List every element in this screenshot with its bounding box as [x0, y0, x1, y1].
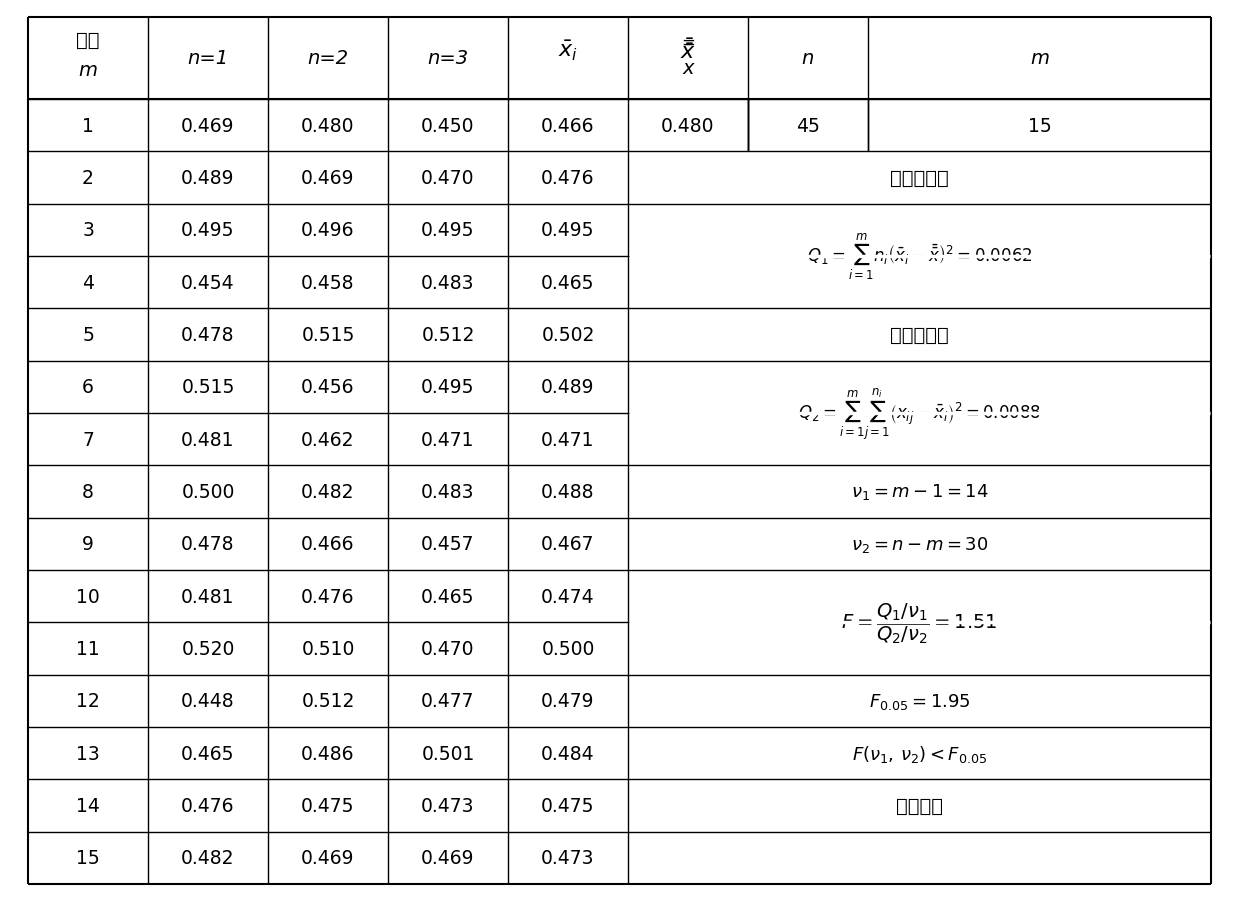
Text: 0.480: 0.480: [662, 116, 715, 135]
Text: 0.465: 0.465: [541, 273, 595, 292]
Text: 6: 6: [82, 378, 94, 397]
Text: 11: 11: [76, 640, 100, 658]
Text: 15: 15: [1027, 116, 1052, 135]
Text: 0.448: 0.448: [181, 692, 235, 711]
Text: 0.482: 0.482: [181, 849, 234, 868]
Text: $Q_2=\sum_{i=1}^{m}\sum_{j=1}^{n_i}\left(x_{ij}-\bar{x}_i\right)^2=0.0088$: $Q_2=\sum_{i=1}^{m}\sum_{j=1}^{n_i}\left…: [798, 386, 1041, 441]
Text: n=3: n=3: [427, 50, 468, 69]
Text: 0.473: 0.473: [541, 849, 595, 868]
Text: 0.462: 0.462: [301, 430, 354, 449]
Text: 5: 5: [82, 326, 94, 345]
Text: 9: 9: [82, 535, 94, 554]
Text: 0.469: 0.469: [421, 849, 475, 868]
Text: 0.496: 0.496: [301, 221, 354, 240]
Text: 0.469: 0.469: [181, 116, 234, 135]
Text: 0.488: 0.488: [541, 483, 595, 502]
Text: 0.469: 0.469: [301, 849, 354, 868]
Text: 0.450: 0.450: [421, 116, 475, 135]
Text: 1: 1: [82, 116, 94, 135]
Text: 0.483: 0.483: [421, 483, 475, 502]
Text: $F=\dfrac{Q_1/\nu_1}{Q_2/\nu_2}=1.51$: $F=\dfrac{Q_1/\nu_1}{Q_2/\nu_2}=1.51$: [841, 601, 997, 645]
Text: $\bar{x}_i$: $\bar{x}_i$: [558, 39, 579, 63]
Text: n=2: n=2: [307, 50, 348, 69]
Text: 0.478: 0.478: [181, 535, 234, 554]
Text: 0.489: 0.489: [181, 169, 234, 188]
Text: $F(\nu_1,\,\nu_2)<F_{0.05}$: $F(\nu_1,\,\nu_2)<F_{0.05}$: [852, 743, 987, 764]
Text: 0.475: 0.475: [541, 796, 595, 815]
Text: 0.456: 0.456: [301, 378, 354, 397]
Text: 45: 45: [797, 116, 820, 135]
Text: 0.474: 0.474: [541, 587, 595, 606]
Text: 0.481: 0.481: [181, 430, 234, 449]
Text: 0.466: 0.466: [301, 535, 354, 554]
Text: 15: 15: [76, 849, 100, 868]
Text: 0.466: 0.466: [541, 116, 595, 135]
Text: 0.495: 0.495: [181, 221, 234, 240]
Text: n=1: n=1: [187, 50, 228, 69]
Text: 0.476: 0.476: [181, 796, 234, 815]
Text: 0.477: 0.477: [421, 692, 475, 711]
Text: 0.465: 0.465: [421, 587, 475, 606]
Text: n: n: [802, 50, 814, 69]
Text: $\nu_2=n-m=30$: $\nu_2=n-m=30$: [851, 534, 989, 554]
Text: 0.495: 0.495: [421, 378, 475, 397]
Text: 7: 7: [82, 430, 94, 449]
Text: x: x: [683, 59, 694, 78]
Text: 0.454: 0.454: [181, 273, 235, 292]
Text: 组内平方和: 组内平方和: [890, 326, 949, 345]
Text: m: m: [1030, 50, 1049, 69]
Text: 12: 12: [76, 692, 100, 711]
Text: 样本均匀: 样本均匀: [896, 796, 943, 815]
Text: $Q_1=\sum_{i=1}^{m}n_i\left(\bar{x}_i-\bar{\bar{x}}\right)^2=0.0062$: $Q_1=\sum_{i=1}^{m}n_i\left(\bar{x}_i-\b…: [807, 232, 1032, 281]
Text: 0.515: 0.515: [181, 378, 234, 397]
Text: 0.483: 0.483: [421, 273, 475, 292]
Text: 13: 13: [76, 744, 100, 763]
Text: 8: 8: [82, 483, 94, 502]
Text: 0.515: 0.515: [301, 326, 354, 345]
Text: 0.467: 0.467: [541, 535, 595, 554]
Text: 0.465: 0.465: [181, 744, 234, 763]
Text: 0.457: 0.457: [421, 535, 475, 554]
Text: $\nu_1=m-1=14$: $\nu_1=m-1=14$: [851, 482, 989, 502]
Text: 2: 2: [82, 169, 94, 188]
Text: 14: 14: [76, 796, 100, 815]
Text: 0.458: 0.458: [301, 273, 354, 292]
Text: 10: 10: [76, 587, 100, 606]
Text: 0.520: 0.520: [181, 640, 234, 658]
Text: 0.501: 0.501: [421, 744, 475, 763]
Text: 0.475: 0.475: [301, 796, 354, 815]
Text: 0.500: 0.500: [541, 640, 595, 658]
Text: 0.484: 0.484: [541, 744, 595, 763]
Text: 0.478: 0.478: [181, 326, 234, 345]
Text: 0.471: 0.471: [421, 430, 475, 449]
Text: 0.469: 0.469: [301, 169, 354, 188]
Text: 0.473: 0.473: [421, 796, 475, 815]
Text: 0.486: 0.486: [301, 744, 354, 763]
Text: 0.500: 0.500: [181, 483, 234, 502]
Text: 0.510: 0.510: [301, 640, 354, 658]
Text: 组号: 组号: [77, 31, 100, 50]
Text: 4: 4: [82, 273, 94, 292]
Text: 0.502: 0.502: [541, 326, 595, 345]
Text: m: m: [78, 60, 98, 79]
Text: 3: 3: [82, 221, 94, 240]
Text: 0.476: 0.476: [541, 169, 595, 188]
Text: 0.476: 0.476: [301, 587, 354, 606]
Text: 0.495: 0.495: [421, 221, 475, 240]
Text: 0.479: 0.479: [541, 692, 595, 711]
Text: $F_{0.05}=1.95$: $F_{0.05}=1.95$: [869, 691, 970, 711]
Text: 0.470: 0.470: [421, 640, 475, 658]
Text: 0.512: 0.512: [421, 326, 475, 345]
Text: 组间平方和: 组间平方和: [890, 169, 949, 188]
Text: 0.481: 0.481: [181, 587, 234, 606]
Text: 0.489: 0.489: [541, 378, 595, 397]
Text: 0.512: 0.512: [301, 692, 354, 711]
Text: 0.482: 0.482: [301, 483, 354, 502]
Text: 0.470: 0.470: [421, 169, 475, 188]
Text: =: =: [681, 34, 695, 52]
Text: 0.495: 0.495: [541, 221, 595, 240]
Text: $\bar{\bar{x}}$: $\bar{\bar{x}}$: [680, 39, 696, 63]
Text: 0.471: 0.471: [541, 430, 595, 449]
Text: 0.480: 0.480: [301, 116, 354, 135]
